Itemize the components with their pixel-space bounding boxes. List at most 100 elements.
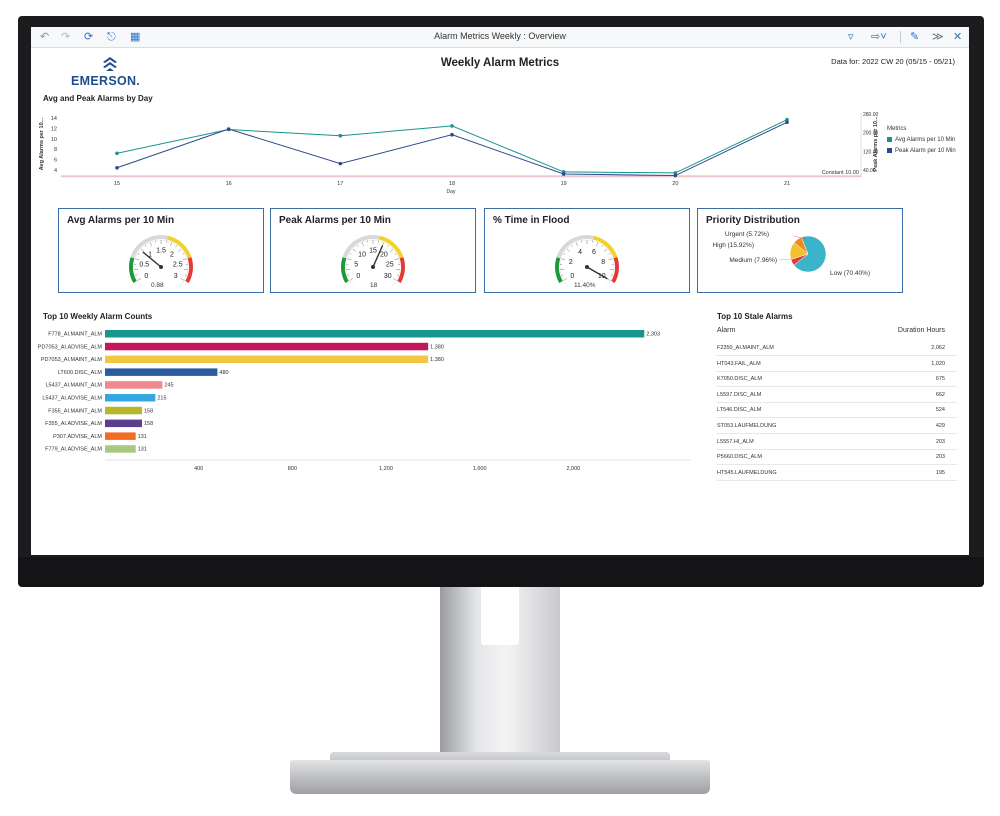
y-tick-left-0: 4 <box>54 168 57 174</box>
table-row[interactable]: ST053.LAUFMELDUNG 429 <box>717 418 957 434</box>
pie-slice-medium <box>793 236 809 255</box>
col-header-duration: Duration Hours <box>897 327 945 334</box>
gauge-label-0: 0 <box>356 273 360 280</box>
calculator-icon[interactable]: ▦ <box>130 31 141 43</box>
stale-alarm-hours: 2,062 <box>931 345 945 351</box>
gauge-tick-8 <box>361 242 364 247</box>
gauge-label-1: 2 <box>569 259 573 266</box>
gauge-label-6: 3 <box>174 273 178 280</box>
bar-5 <box>105 394 156 402</box>
refresh-icon[interactable]: ⟳ <box>84 31 94 43</box>
gauge-label-6: 30 <box>384 273 392 280</box>
gauge-tick-8 <box>575 242 578 247</box>
gauge-label-0: 0 <box>570 273 574 280</box>
gauge-label-2: 1 <box>148 251 152 258</box>
pie-label-high: High (15.92%) <box>712 242 754 249</box>
col-header-alarm: Alarm <box>717 327 736 334</box>
table-row[interactable]: K7050.DISC_ALM 675 <box>717 371 957 388</box>
bar-6 <box>105 406 142 415</box>
table-row[interactable]: L5597.DISC_ALM 662 <box>717 387 957 403</box>
table-row[interactable]: F2350_AI.MAINT_ALM 2,062 <box>717 340 957 356</box>
gauge-band-yellow <box>592 235 618 259</box>
gauge-label-3: 15 <box>369 248 377 255</box>
y-tick-right-3: 280.00 <box>863 112 879 118</box>
edit-icon[interactable]: ✎ <box>910 31 920 43</box>
kpi-card-flood[interactable]: % Time in Flood 0 2 4 6 8 10 11.40% <box>484 208 690 293</box>
close-icon[interactable]: ✕ <box>953 31 963 43</box>
kpi-title-flood: % Time in Flood <box>493 215 570 226</box>
bar-1 <box>105 342 429 351</box>
gauge-band-grey <box>130 235 168 259</box>
bar-category-1: PD7053_AI.ADVISE_ALM <box>38 344 103 350</box>
series-1-point-1 <box>226 127 231 131</box>
gauge-band-grey <box>342 235 380 259</box>
series-0-point-6 <box>785 117 789 122</box>
y-axis-label-right: Peak Alarms per 10... <box>873 116 879 172</box>
gauge-tick-4 <box>135 258 140 261</box>
table-row[interactable]: HT043.FAIL_ALM 1,020 <box>717 356 957 372</box>
gauge-band-red <box>611 257 619 283</box>
bar-2 <box>105 355 429 364</box>
bar-category-3: LT600.DISC_ALM <box>58 370 103 376</box>
gauge-tick-0 <box>137 278 142 281</box>
gauge-tick-0 <box>563 278 568 281</box>
bar-3 <box>105 368 218 376</box>
bar-value-label-3: 480 <box>219 370 228 376</box>
gauge-label-4: 20 <box>380 251 388 258</box>
x-tick-6: 21 <box>784 181 790 187</box>
series-1-point-3 <box>450 132 454 137</box>
gauge-tick-14 <box>177 248 182 252</box>
table-row[interactable]: L5557.HI_ALM 203 <box>717 434 957 450</box>
brand-logo-text: EMERSON. <box>71 74 141 88</box>
kpi-card-priority[interactable]: Priority Distribution Low (70.40%) Urgent… <box>697 208 903 293</box>
gauge-hub <box>159 265 163 269</box>
forward-icon[interactable]: ↷ <box>61 31 71 43</box>
collapse-icon[interactable]: ≫ <box>932 31 944 43</box>
stale-alarm-hours: 524 <box>935 407 945 414</box>
gauge-label-2: 4 <box>578 249 582 256</box>
filter-icon[interactable]: ▿ <box>848 31 854 43</box>
legend-item-peak[interactable]: Peak Alarm per 10 Min <box>887 148 956 154</box>
gauge-tick-13 <box>387 245 390 247</box>
avg-peak-line-chart: Avg Alarms per 10... 4 6 8 10 12 14 40.00 120.00… <box>39 112 879 195</box>
gauge-tick-20 <box>180 278 185 281</box>
bar-category-0: F778_AI.MAINT_ALM <box>48 332 102 338</box>
table-row[interactable]: HT545.LAUFMELDUNG 195 <box>717 465 957 481</box>
export-icon[interactable]: ⎋ <box>107 31 116 43</box>
gauge-label-1: 5 <box>354 262 358 269</box>
x-tick-4: 19 <box>561 181 567 187</box>
x-tick-0: 15 <box>114 181 120 187</box>
gauge-label-0: 0 <box>144 273 148 280</box>
monitor-stand-base <box>290 760 710 794</box>
gauge-tick-7 <box>570 245 573 247</box>
x-tick-3: 18 <box>449 181 455 187</box>
gauge-band-yellow <box>378 235 404 259</box>
bar-value-label-2: 1,380 <box>430 357 444 363</box>
table-row[interactable]: LT546.DISC_ALM 524 <box>717 402 957 419</box>
y-axis-label-left: Avg Alarms per 10... <box>39 117 45 170</box>
bar-value-label-1: 1,380 <box>430 344 444 350</box>
gauge-label-3: 6 <box>592 249 596 256</box>
legend-item-avg[interactable]: Avg Alarms per 10 Min <box>887 137 955 143</box>
gauge-band-green <box>341 257 349 283</box>
pie-label-low: Low (70.40%) <box>830 270 870 277</box>
stale-alarm-name: HT545.LAUFMELDUNG <box>717 469 777 476</box>
table-row[interactable]: P5660.DISC_ALM 203 <box>717 449 957 466</box>
y-tick-left-3: 10 <box>51 137 57 143</box>
window-titlebar: ↶ ↷ ⟳ ⎋ ▦ Alarm Metrics Weekly : Overvie… <box>31 27 969 48</box>
gauge-tick-1 <box>347 274 350 276</box>
bar-value-label-5: 215 <box>157 396 166 402</box>
kpi-card-peak[interactable]: Peak Alarms per 10 Min 0 5 10 15 20 25 30 18 <box>270 208 476 293</box>
kpi-card-avg[interactable]: Avg Alarms per 10 Min 0 0.5 1 1.5 2 2.5 3 0.88 <box>58 208 264 293</box>
gauge-tick-15 <box>608 253 611 255</box>
y-tick-left-2: 8 <box>54 147 57 153</box>
bar-4 <box>105 381 163 389</box>
back-icon[interactable]: ↶ <box>40 31 50 43</box>
gauge-tick-4 <box>347 258 352 261</box>
gauge-hub <box>371 265 375 269</box>
gauge-label-4: 2 <box>170 251 174 258</box>
gauge-tick-14 <box>603 248 608 252</box>
share-icon[interactable]: ⇨˅ <box>871 31 887 43</box>
bar-category-6: F355_AI.MAINT_ALM <box>48 408 102 414</box>
y-tick-right-1: 120.00 <box>863 149 879 155</box>
